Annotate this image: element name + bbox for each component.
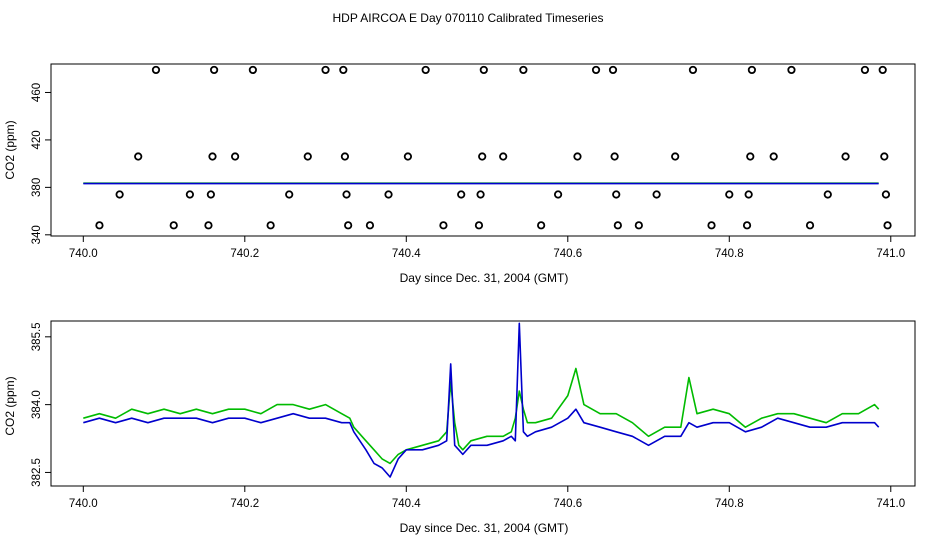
calibration-point <box>266 221 275 230</box>
calibration-point <box>499 152 508 161</box>
calibration-point <box>421 65 430 75</box>
x-tick-label: 741.0 <box>876 248 905 260</box>
calibration-point <box>880 152 889 161</box>
calibration-point <box>805 221 815 230</box>
calibration-point <box>204 221 213 230</box>
calibration-point <box>403 152 413 161</box>
calibration-point <box>457 190 466 199</box>
calibration-point <box>742 221 752 230</box>
calibration-point <box>613 221 622 230</box>
calibration-point <box>573 152 582 161</box>
calibration-point <box>95 221 104 230</box>
calibration-point <box>823 190 832 199</box>
panel-2-x-axis-label: Day since Dec. 31, 2004 (GMT) <box>400 521 569 535</box>
calibration-point <box>769 152 778 161</box>
x-tick-label: 741.0 <box>876 498 905 510</box>
y-tick-label: 384.0 <box>31 390 43 419</box>
panel-2-series-lines <box>83 322 880 478</box>
calibration-point <box>747 65 756 75</box>
calibration-point <box>384 190 393 199</box>
calibration-point <box>321 65 330 75</box>
x-tick-label: 740.2 <box>230 498 259 510</box>
panel-2-y-axis-label: CO2 (ppm) <box>3 376 17 435</box>
calibration-point <box>285 190 294 199</box>
calibration-point <box>878 65 887 75</box>
x-tick-label: 740.0 <box>69 498 98 510</box>
figure-title: HDP AIRCOA E Day 070110 Calibrated Times… <box>332 11 603 25</box>
calibration-point <box>340 152 350 161</box>
calibration-point <box>210 65 219 75</box>
y-tick-label: 385.5 <box>31 322 43 351</box>
x-tick-label: 740.0 <box>69 248 98 260</box>
calibration-point <box>169 221 178 230</box>
calibration-point <box>115 190 124 199</box>
x-tick-label: 740.8 <box>715 498 744 510</box>
y-tick-label: 382.5 <box>31 458 43 487</box>
calibration-point <box>537 221 546 230</box>
calibration-point <box>134 152 143 161</box>
panel-2-series-line-1 <box>83 322 880 478</box>
calibration-point <box>744 190 753 199</box>
calibration-point <box>881 190 891 199</box>
panel-2-y-axis: 382.5 384.0 385.5 <box>31 322 51 487</box>
y-tick-label: 460 <box>31 83 43 102</box>
calibration-point <box>303 152 312 161</box>
y-tick-label: 380 <box>31 178 43 197</box>
calibration-point <box>342 190 351 199</box>
calibration-point <box>344 221 353 230</box>
calibration-point <box>725 190 734 199</box>
x-tick-label: 740.2 <box>230 248 259 260</box>
calibration-point <box>841 152 850 161</box>
calibration-point <box>860 65 870 75</box>
panel-1-x-axis-label: Day since Dec. 31, 2004 (GMT) <box>400 271 569 285</box>
calibration-point <box>591 65 601 75</box>
x-tick-label: 740.6 <box>553 498 582 510</box>
calibration-point <box>231 152 240 161</box>
calibration-point <box>746 152 755 161</box>
calibration-point <box>151 65 161 75</box>
y-tick-label: 340 <box>31 225 43 244</box>
panel-2-x-axis: 740.0 740.2 740.4 740.6 740.8 741.0 <box>69 486 905 510</box>
panel-1-calibration-points: 740.0 740.2 740.4 740.6 740.8 741.0 340 380 420… <box>3 63 916 285</box>
panel-1-frame <box>50 63 916 237</box>
calibration-point <box>634 221 643 230</box>
calibration-point <box>787 65 796 75</box>
calibration-point <box>612 190 621 199</box>
calibration-point <box>339 65 348 75</box>
panel-1-y-axis: 340 380 420 460 <box>31 83 51 244</box>
calibration-point <box>439 221 448 230</box>
calibration-point <box>519 65 528 75</box>
calibration-point <box>553 190 563 199</box>
calibration-point <box>365 221 375 230</box>
calibration-point <box>652 190 661 199</box>
calibration-point <box>608 65 618 75</box>
y-tick-label: 420 <box>31 130 43 149</box>
panel-1-x-axis: 740.0 740.2 740.4 740.6 740.8 741.0 <box>69 236 905 260</box>
panel-2-timeseries: 740.0 740.2 740.4 740.6 740.8 741.0 382.5 384.… <box>3 320 916 535</box>
panel-2-frame <box>50 320 916 487</box>
calibration-point <box>474 221 484 230</box>
x-tick-label: 740.6 <box>553 248 582 260</box>
calibration-point <box>610 152 619 161</box>
x-tick-label: 740.8 <box>715 248 744 260</box>
calibration-point <box>185 190 194 199</box>
calibration-point <box>688 65 698 75</box>
calibration-point <box>248 65 257 75</box>
panel-2-series-line-0 <box>83 367 880 465</box>
calibration-point <box>671 152 680 161</box>
calibration-point <box>206 190 215 199</box>
panel-1-points <box>95 65 892 230</box>
x-tick-label: 740.4 <box>392 248 421 260</box>
calibration-point <box>476 190 485 199</box>
calibration-point <box>479 65 488 75</box>
calibration-point <box>883 221 892 230</box>
calibration-point <box>707 221 716 230</box>
x-tick-label: 740.4 <box>392 498 421 510</box>
calibration-point <box>478 152 487 161</box>
panel-1-y-axis-label: CO2 (ppm) <box>3 120 17 179</box>
calibration-point <box>208 152 217 161</box>
